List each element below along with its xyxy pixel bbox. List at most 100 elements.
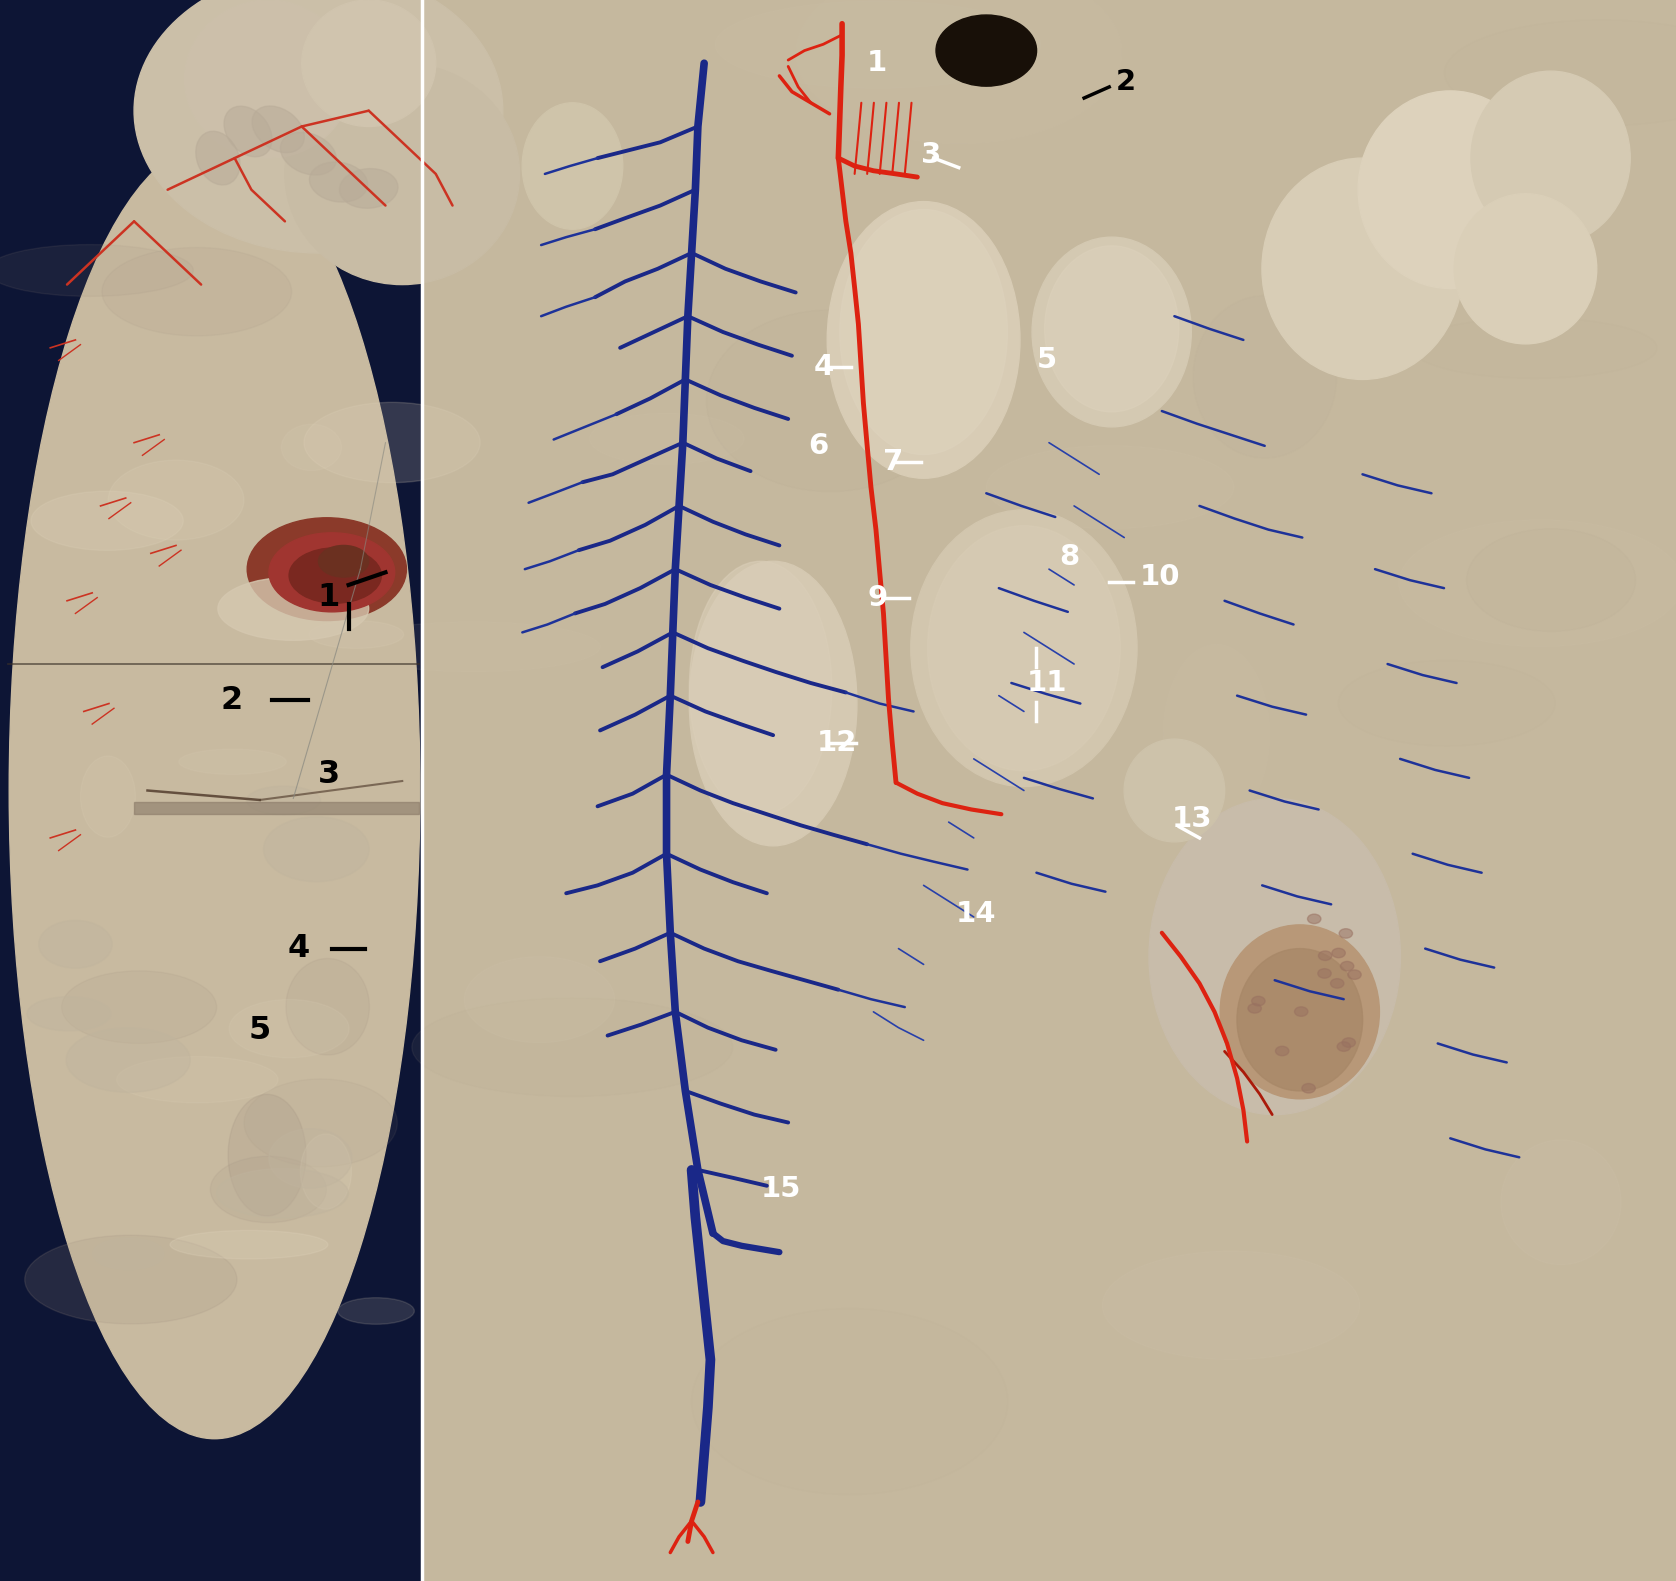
- Ellipse shape: [1103, 1251, 1359, 1360]
- Ellipse shape: [692, 1309, 1007, 1494]
- Ellipse shape: [134, 0, 503, 253]
- Text: 12: 12: [816, 729, 858, 757]
- Ellipse shape: [1472, 71, 1631, 245]
- Ellipse shape: [225, 106, 272, 157]
- Ellipse shape: [985, 446, 1234, 528]
- Bar: [134, 802, 419, 814]
- Text: 7: 7: [883, 447, 903, 476]
- Ellipse shape: [1341, 961, 1354, 971]
- Ellipse shape: [228, 1094, 307, 1216]
- Ellipse shape: [80, 756, 136, 838]
- Ellipse shape: [1150, 798, 1401, 1115]
- Ellipse shape: [282, 424, 342, 471]
- Ellipse shape: [689, 561, 856, 846]
- Ellipse shape: [1252, 996, 1265, 1006]
- Bar: [0, 0, 422, 1581]
- Ellipse shape: [300, 1134, 352, 1209]
- Ellipse shape: [1220, 925, 1379, 1099]
- Ellipse shape: [285, 63, 520, 285]
- Ellipse shape: [1411, 318, 1658, 378]
- Ellipse shape: [1237, 949, 1363, 1091]
- Ellipse shape: [1337, 1042, 1351, 1051]
- Text: 9: 9: [866, 583, 887, 612]
- Ellipse shape: [218, 577, 369, 640]
- Bar: [422, 0, 1676, 1581]
- Ellipse shape: [1348, 969, 1361, 979]
- Ellipse shape: [1332, 949, 1346, 958]
- Ellipse shape: [1262, 158, 1463, 379]
- Ellipse shape: [1249, 1004, 1262, 1013]
- Ellipse shape: [1399, 520, 1676, 647]
- Ellipse shape: [828, 201, 1021, 477]
- Ellipse shape: [251, 106, 305, 153]
- Text: 1: 1: [317, 582, 340, 613]
- Ellipse shape: [303, 402, 479, 482]
- Ellipse shape: [927, 525, 1120, 772]
- Ellipse shape: [39, 920, 112, 968]
- Ellipse shape: [1358, 90, 1542, 288]
- Ellipse shape: [1307, 914, 1321, 923]
- Ellipse shape: [62, 971, 216, 1043]
- Ellipse shape: [1302, 1083, 1316, 1092]
- Ellipse shape: [27, 996, 111, 1031]
- Text: 2: 2: [1116, 68, 1136, 96]
- Text: 1: 1: [866, 49, 887, 77]
- Ellipse shape: [268, 1129, 352, 1189]
- Text: 4: 4: [813, 353, 833, 381]
- Ellipse shape: [184, 0, 352, 158]
- Ellipse shape: [345, 621, 600, 672]
- Ellipse shape: [1317, 969, 1331, 979]
- Text: 10: 10: [1140, 563, 1180, 591]
- Ellipse shape: [840, 210, 1007, 455]
- Ellipse shape: [0, 245, 193, 296]
- Text: 3: 3: [922, 141, 942, 169]
- Ellipse shape: [1044, 245, 1178, 411]
- Ellipse shape: [308, 621, 404, 648]
- Text: 11: 11: [1026, 669, 1068, 697]
- Ellipse shape: [8, 142, 419, 1439]
- Ellipse shape: [302, 0, 436, 126]
- Ellipse shape: [179, 749, 287, 775]
- Ellipse shape: [280, 133, 337, 175]
- Ellipse shape: [310, 161, 367, 202]
- Ellipse shape: [1125, 738, 1225, 843]
- Ellipse shape: [1032, 237, 1192, 427]
- Text: 2: 2: [220, 685, 243, 716]
- Ellipse shape: [689, 561, 831, 814]
- Text: 5: 5: [248, 1015, 272, 1047]
- Ellipse shape: [109, 460, 245, 541]
- Ellipse shape: [25, 1235, 236, 1323]
- Ellipse shape: [245, 1078, 397, 1167]
- Text: 15: 15: [761, 1175, 801, 1203]
- Text: 13: 13: [1172, 805, 1212, 833]
- Text: 8: 8: [1059, 542, 1079, 571]
- Ellipse shape: [65, 1028, 191, 1092]
- Ellipse shape: [1331, 979, 1344, 988]
- Ellipse shape: [590, 413, 744, 465]
- Ellipse shape: [1294, 1007, 1307, 1017]
- Ellipse shape: [935, 16, 1036, 85]
- Ellipse shape: [1466, 528, 1636, 631]
- Ellipse shape: [1193, 296, 1337, 458]
- Ellipse shape: [263, 817, 369, 882]
- Ellipse shape: [92, 1238, 164, 1270]
- Ellipse shape: [288, 549, 382, 604]
- Text: 3: 3: [317, 759, 340, 790]
- Ellipse shape: [464, 957, 615, 1042]
- Ellipse shape: [287, 958, 369, 1055]
- Ellipse shape: [1455, 193, 1597, 345]
- Ellipse shape: [340, 169, 397, 209]
- Text: 5: 5: [1036, 346, 1056, 375]
- Ellipse shape: [716, 2, 1041, 89]
- Ellipse shape: [117, 1056, 278, 1104]
- Ellipse shape: [1339, 928, 1353, 938]
- Ellipse shape: [196, 131, 240, 185]
- Ellipse shape: [796, 0, 1121, 144]
- Ellipse shape: [523, 103, 623, 229]
- Ellipse shape: [102, 248, 292, 335]
- Ellipse shape: [1342, 1037, 1356, 1047]
- Ellipse shape: [707, 310, 954, 492]
- Ellipse shape: [248, 517, 406, 620]
- Ellipse shape: [246, 786, 320, 816]
- Ellipse shape: [318, 545, 369, 577]
